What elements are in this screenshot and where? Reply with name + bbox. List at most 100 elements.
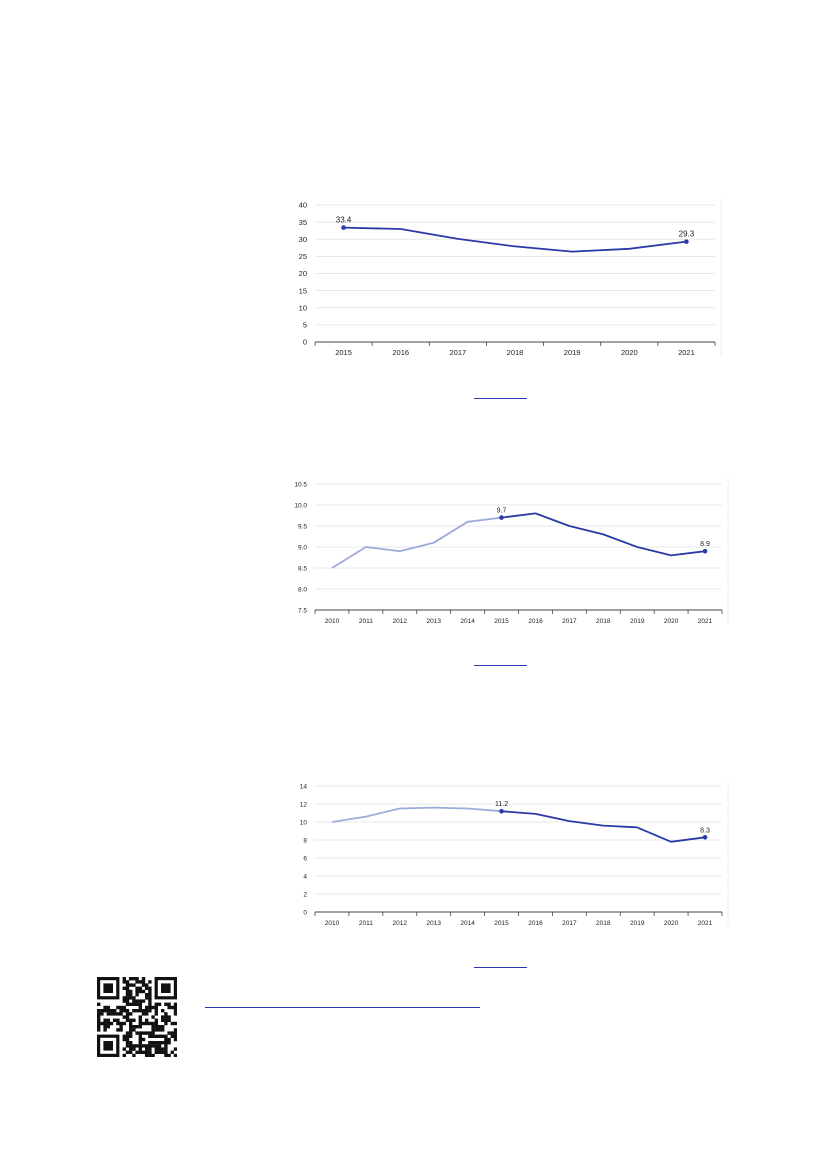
qr-module [125, 1041, 130, 1045]
qr-code-svg [97, 977, 178, 1058]
qr-module [157, 1034, 162, 1038]
qr-module [161, 1015, 165, 1019]
qr-module [106, 1021, 110, 1026]
x-tick-label: 2011 [359, 920, 373, 927]
qr-module [119, 1012, 123, 1016]
y-tick-label: 7.5 [298, 607, 307, 614]
x-tick-label: 2010 [325, 618, 340, 625]
qr-module [125, 1034, 130, 1038]
qr-module [141, 989, 146, 994]
qr-module [132, 1002, 136, 1006]
qr-module [141, 1021, 146, 1026]
qr-module [161, 1018, 165, 1022]
qr-finder-core [161, 983, 171, 993]
x-tick-label: 2019 [564, 348, 581, 357]
qr-module [164, 1002, 168, 1006]
data-point [499, 515, 504, 520]
qr-module [161, 1025, 165, 1029]
qr-module [122, 1047, 126, 1051]
x-tick-label: 2016 [392, 348, 409, 357]
series-line-1 [331, 806, 502, 823]
data-point [702, 835, 708, 840]
qr-module [151, 1031, 155, 1035]
qr-module [135, 1009, 139, 1013]
qr-module [164, 1034, 168, 1038]
qr-module [173, 1034, 178, 1038]
x-tick-label: 2018 [507, 348, 524, 357]
qr-module [129, 983, 133, 987]
y-tick-label: 6 [303, 855, 307, 862]
data-point [499, 808, 504, 814]
qr-module [141, 977, 146, 981]
qr-module [141, 999, 146, 1003]
qr-module [129, 1044, 133, 1048]
qr-module [170, 1034, 174, 1038]
qr-module [164, 1021, 168, 1026]
qr-module [103, 1028, 107, 1032]
qr-module [154, 1018, 158, 1022]
y-tick-label: 14 [300, 783, 308, 790]
x-tick-label: 2020 [664, 920, 679, 927]
qr-module [151, 1034, 155, 1038]
qr-module [109, 1012, 114, 1016]
qr-module [151, 1021, 155, 1026]
qr-module [173, 1002, 178, 1006]
qr-module [116, 1028, 120, 1032]
qr-module [122, 1053, 126, 1058]
qr-module [138, 986, 142, 990]
qr-module [135, 986, 139, 990]
qr-module [170, 1031, 174, 1035]
qr-module [135, 1031, 139, 1035]
y-tick-label: 0 [303, 909, 307, 916]
qr-module [129, 1034, 133, 1038]
x-tick-label: 2014 [460, 920, 475, 927]
qr-module [122, 1021, 126, 1026]
y-tick-label: 12 [300, 801, 308, 808]
qr-module [157, 1025, 162, 1029]
chart-1-source-link[interactable] [474, 398, 527, 399]
qr-module [148, 1041, 152, 1045]
data-point [341, 225, 346, 230]
qr-module [125, 1012, 130, 1016]
chart-2: 7.5 8.0 8.5 9.0 9.5 10.0 10.5 2010 2011 2012 2013 2… [270, 476, 730, 636]
qr-module [154, 1028, 158, 1032]
qr-module [103, 1005, 107, 1010]
data-label: 8.9 [700, 541, 710, 548]
qr-module [138, 1041, 142, 1045]
qr-module [97, 1025, 101, 1029]
qr-module [148, 1044, 152, 1048]
qr-module [138, 989, 142, 994]
y-tick-label: 10 [300, 819, 308, 826]
chart-2-source-link[interactable] [474, 665, 527, 666]
qr-module [141, 1037, 146, 1042]
x-tick-label: 2014 [460, 618, 475, 625]
chart-3-source-link[interactable] [474, 967, 527, 968]
chart-3: 0 2 4 6 8 10 12 14 2010 2011 2012 2013 2014 2015 2016 2… [270, 776, 730, 936]
qr-module [113, 1018, 117, 1022]
qr-module [148, 1050, 152, 1054]
data-label: 29.3 [679, 230, 695, 239]
qr-module [151, 1044, 155, 1048]
chart-3-svg: 0 2 4 6 8 10 12 14 2010 2011 2012 2013 2014 2015 2016 2… [300, 780, 729, 927]
qr-module [161, 1050, 165, 1054]
qr-module [145, 986, 149, 990]
qr-module [161, 1009, 165, 1013]
qr-module [148, 1002, 152, 1006]
qr-module [141, 1031, 146, 1035]
qr-module [122, 980, 126, 984]
qr-module [138, 980, 142, 984]
qr-module [170, 1005, 174, 1010]
chart-2-svg: 7.5 8.0 8.5 9.0 9.5 10.0 10.5 2010 2011 2012 2013 2… [294, 478, 729, 625]
page-link[interactable] [205, 1007, 480, 1008]
qr-module [125, 1037, 130, 1042]
qr-module [157, 1028, 162, 1032]
qr-module [103, 1021, 107, 1026]
qr-module [125, 1015, 130, 1019]
qr-module [135, 993, 139, 997]
x-tick-label: 2020 [621, 348, 638, 357]
qr-module [167, 1053, 171, 1058]
qr-module [161, 1028, 165, 1032]
qr-module [148, 1053, 152, 1058]
qr-module [103, 1018, 107, 1022]
qr-module [100, 1021, 104, 1026]
